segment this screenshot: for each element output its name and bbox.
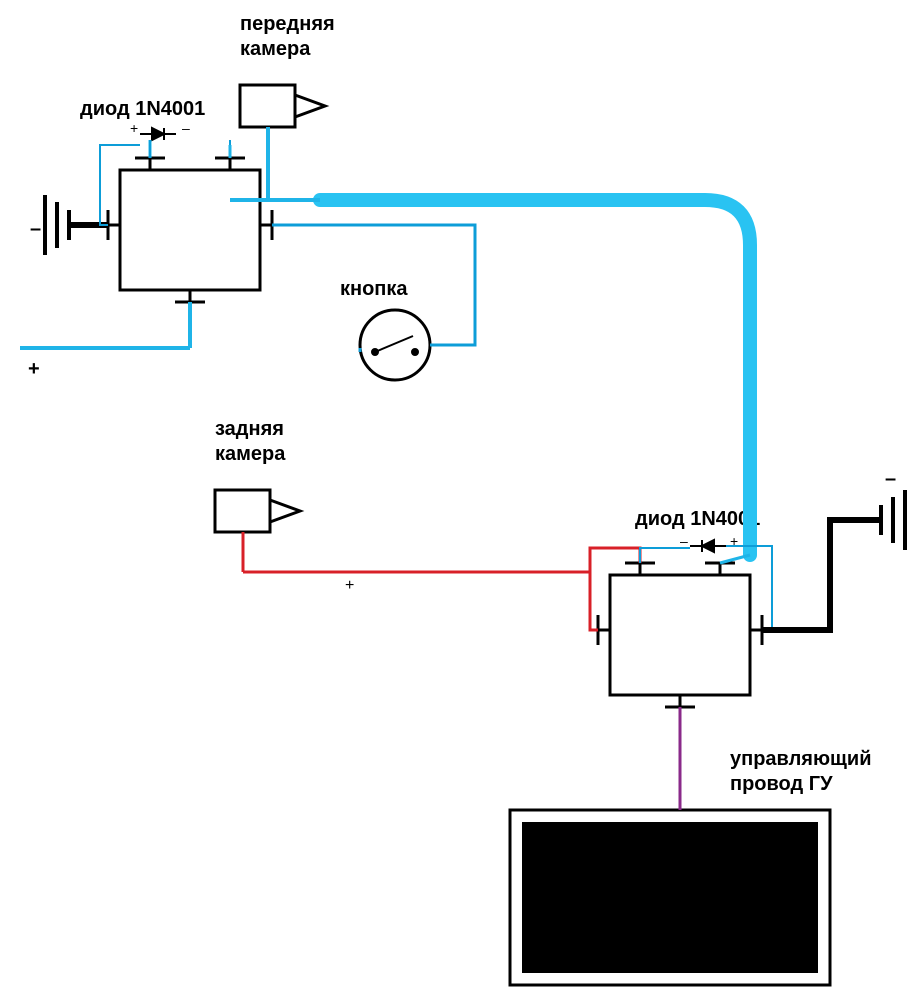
svg-text:+: + [130,120,138,136]
rear-camera-icon [215,490,270,532]
minus-right: – [885,468,896,490]
circuit-diagram: – + – передняя камера диод 1N4001 + – [0,0,918,988]
front-camera-icon [240,85,295,127]
ground-right-icon [881,490,905,550]
front-camera-label-2: камера [240,38,311,60]
wire-relay2-to-ground [762,520,881,630]
diode2-label: диод 1N4001 [635,508,760,530]
display-screen [522,822,818,973]
red-plus-label: + [345,577,354,594]
wire-diode2-stub-l [640,548,690,563]
diode1-icon: + – [130,120,190,140]
wire-red-to-relay2-left [243,572,598,630]
diode2-icon: – + [680,533,738,552]
svg-text:–: – [680,533,688,549]
button-icon [360,310,430,380]
rear-camera-label-1: задняя [215,418,284,440]
diode1-label: диод 1N4001 [80,98,205,120]
rear-camera-label-2: камера [215,443,286,465]
button-label: кнопка [340,278,408,300]
relay1-box [120,170,260,290]
plus-bottom-left: + [28,358,40,380]
ground-left-icon [45,195,69,255]
front-camera-lens-icon [295,95,325,117]
minus-left: – [30,218,41,240]
front-camera-label-1: передняя [240,13,335,35]
relay2-box [610,575,750,695]
rear-camera-lens-icon [270,500,300,522]
control-wire-label-1: управляющий [730,748,872,770]
control-wire-label-2: провод ГУ [730,773,833,795]
